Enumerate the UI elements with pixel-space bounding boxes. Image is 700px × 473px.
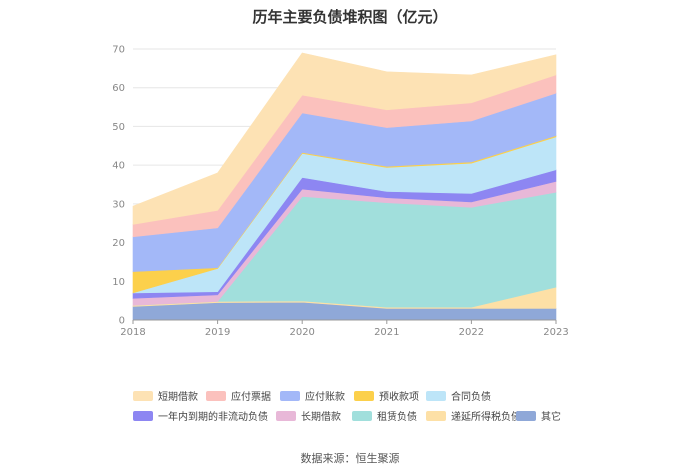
area-series-layer: [132, 52, 557, 321]
legend-item[interactable]: 应付票据: [206, 390, 271, 403]
legend-label: 递延所得税负债: [451, 410, 521, 423]
y-tick-label: 40: [112, 161, 125, 172]
y-tick-label: 70: [112, 45, 125, 56]
y-tick-label: 60: [112, 83, 125, 94]
legend-swatch: [352, 411, 372, 421]
legend-item[interactable]: 一年内到期的非流动负债: [133, 410, 268, 423]
legend-swatch: [516, 411, 536, 421]
legend-swatch: [426, 411, 446, 421]
x-tick-label: 2022: [459, 327, 484, 338]
legend-label: 应付票据: [231, 390, 271, 403]
x-tick-label: 2023: [543, 327, 568, 338]
legend-swatch: [354, 391, 374, 401]
legend-swatch: [426, 391, 446, 401]
y-tick-label: 20: [112, 238, 125, 249]
legend-label: 应付账款: [305, 390, 345, 403]
legend-swatch: [276, 411, 296, 421]
legend-swatch: [133, 391, 153, 401]
y-tick-label: 30: [112, 199, 125, 210]
legend-item[interactable]: 合同负债: [426, 390, 491, 403]
legend-label: 租赁负债: [377, 410, 417, 423]
legend-item[interactable]: 预收款项: [354, 390, 419, 403]
legend-item[interactable]: 租赁负债: [352, 410, 417, 423]
legend-label: 其它: [541, 410, 561, 423]
x-tick-label: 2020: [289, 327, 314, 338]
legend-label: 短期借款: [158, 390, 198, 403]
legend-swatch: [206, 391, 226, 401]
y-tick-label: 10: [112, 277, 125, 288]
legend-item[interactable]: 其它: [516, 410, 561, 423]
x-tick-label: 2019: [205, 327, 230, 338]
axes: 0 10 20 30 40 50 60 70 2018 2019 2020 2021 2022 2023: [112, 45, 568, 339]
legend-item[interactable]: 短期借款: [133, 390, 198, 403]
area-series: [132, 52, 557, 225]
x-tick-label: 2021: [374, 327, 399, 338]
legend-label: 合同负债: [451, 390, 491, 403]
y-tick-label: 50: [112, 122, 125, 133]
legend-label: 预收款项: [379, 390, 419, 403]
chart-title: 历年主要负债堆积图（亿元）: [252, 8, 448, 26]
x-tick-label: 2018: [120, 327, 145, 338]
source-note: 数据来源：恒生聚源: [300, 452, 400, 465]
legend-item[interactable]: 应付账款: [280, 390, 345, 403]
legend-swatch: [133, 411, 153, 421]
legend-label: 一年内到期的非流动负债: [158, 410, 268, 423]
legend-label: 长期借款: [301, 410, 341, 423]
legend-item[interactable]: 递延所得税负债: [426, 410, 521, 423]
legend-item[interactable]: 长期借款: [276, 410, 341, 423]
y-tick-label: 0: [119, 316, 125, 327]
legend-swatch: [280, 391, 300, 401]
